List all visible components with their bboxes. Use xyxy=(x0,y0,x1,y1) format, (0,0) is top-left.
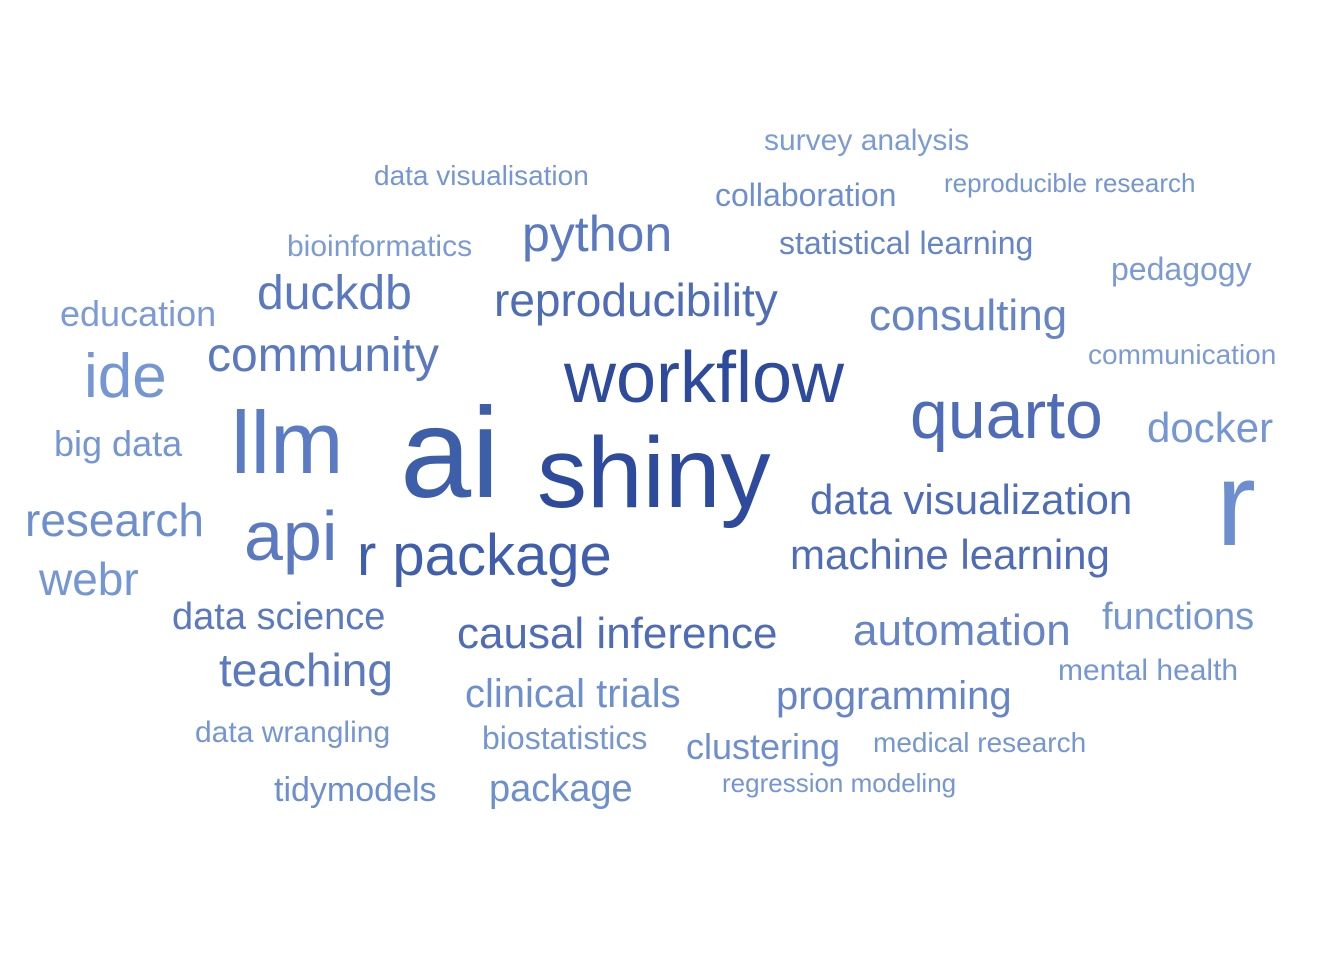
word-communication: communication xyxy=(1088,339,1276,370)
word-biostatistics: biostatistics xyxy=(482,720,647,756)
word-python: python xyxy=(522,206,672,262)
word-consulting: consulting xyxy=(869,291,1067,340)
word-clinical-trials: clinical trials xyxy=(465,672,681,716)
word-programming: programming xyxy=(776,674,1012,718)
word-tidymodels: tidymodels xyxy=(274,771,437,809)
word-workflow: workflow xyxy=(563,338,845,418)
word-data-wrangling: data wrangling xyxy=(195,716,390,749)
word-medical-research: medical research xyxy=(873,727,1086,758)
word-big-data: big data xyxy=(54,423,183,464)
word-package: package xyxy=(489,768,633,810)
word-bioinformatics: bioinformatics xyxy=(287,230,472,263)
word-statistical-learning: statistical learning xyxy=(779,225,1033,261)
word-webr: webr xyxy=(38,553,139,605)
word-data-visualisation: data visualisation xyxy=(374,160,589,191)
word-clustering: clustering xyxy=(686,726,840,767)
word-pedagogy: pedagogy xyxy=(1111,251,1252,287)
word-data-visualization: data visualization xyxy=(810,476,1132,523)
word-regression-modeling: regression modeling xyxy=(722,768,956,798)
word-docker: docker xyxy=(1147,404,1273,451)
word-api: api xyxy=(244,497,337,575)
word-shiny: shiny xyxy=(537,417,770,529)
word-ai: ai xyxy=(400,382,500,525)
word-llm: llm xyxy=(231,393,343,492)
word-teaching: teaching xyxy=(219,644,393,696)
word-community: community xyxy=(207,329,439,382)
word-reproducibility: reproducibility xyxy=(494,274,778,326)
word-collaboration: collaboration xyxy=(715,177,896,213)
word-automation: automation xyxy=(853,606,1071,655)
word-research: research xyxy=(25,494,204,546)
word-quarto: quarto xyxy=(910,377,1103,453)
word-education: education xyxy=(60,293,216,334)
word-functions: functions xyxy=(1102,596,1254,638)
word-mental-health: mental health xyxy=(1058,654,1238,687)
word-reproducible-research: reproducible research xyxy=(944,168,1195,198)
word-data-science: data science xyxy=(172,596,385,638)
word-duckdb: duckdb xyxy=(257,267,412,320)
word-machine-learning: machine learning xyxy=(790,531,1110,578)
word-r: r xyxy=(1216,437,1256,571)
word-ide: ide xyxy=(84,342,167,411)
word-causal-inference: causal inference xyxy=(457,609,777,658)
word-survey-analysis: survey analysis xyxy=(764,124,969,157)
word-r-package: r package xyxy=(357,523,612,588)
